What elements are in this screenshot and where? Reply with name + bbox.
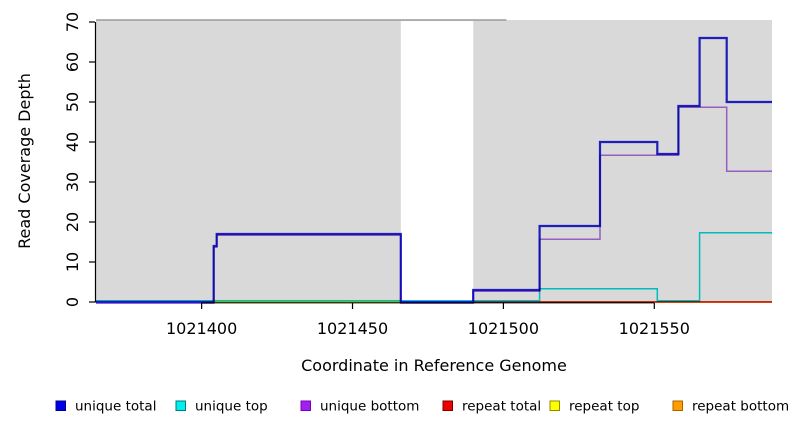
x-tick-label: 1021400 — [166, 319, 237, 338]
legend: unique total unique top unique bottom repea… — [55, 399, 789, 415]
legend-item: repeat top — [549, 399, 639, 415]
legend-marker — [175, 400, 186, 411]
legend-item: repeat total — [442, 399, 541, 415]
y-tick-label: 30 — [63, 172, 82, 192]
legend-marker — [442, 400, 453, 411]
legend-item: unique top — [175, 399, 268, 415]
legend-marker — [300, 400, 311, 411]
legend-item: unique bottom — [300, 399, 419, 415]
x-tick-label: 1021500 — [468, 319, 539, 338]
legend-label: unique top — [195, 399, 268, 415]
legend-marker — [549, 400, 560, 411]
x-tick-label: 1021450 — [317, 319, 388, 338]
series-line-unique-total — [96, 36, 772, 304]
y-tick-label: 10 — [63, 252, 82, 272]
y-tick-label: 70 — [63, 12, 82, 32]
y-tick-label: 20 — [63, 212, 82, 232]
y-tick-label: 40 — [63, 132, 82, 152]
legend-label: repeat bottom — [692, 399, 789, 415]
x-axis-title: Coordinate in Reference Genome — [301, 356, 567, 375]
legend-marker — [55, 400, 66, 411]
plot-generated-layers: 1021400 1021450 1021500 1021550 0 10 20 30 40 50 6… — [63, 12, 772, 338]
x-tick-label: 1021550 — [619, 319, 690, 338]
masked-region — [400, 21, 474, 302]
y-tick-label: 60 — [63, 52, 82, 72]
legend-label: repeat total — [462, 399, 541, 415]
legend-label: unique total — [75, 399, 156, 415]
legend-item: unique total — [55, 399, 156, 415]
y-tick-label: 50 — [63, 92, 82, 112]
y-axis-title: Read Coverage Depth — [15, 73, 34, 249]
legend-label: repeat top — [569, 399, 639, 415]
series-line-unique-bottom — [96, 106, 772, 304]
y-tick-label: 0 — [63, 297, 82, 307]
legend-item: repeat bottom — [672, 399, 789, 415]
legend-label: unique bottom — [320, 399, 419, 415]
series-line-unique-top — [96, 232, 772, 302]
legend-marker — [672, 400, 683, 411]
